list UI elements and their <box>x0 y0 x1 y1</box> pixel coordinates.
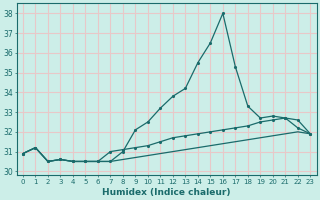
X-axis label: Humidex (Indice chaleur): Humidex (Indice chaleur) <box>102 188 231 197</box>
